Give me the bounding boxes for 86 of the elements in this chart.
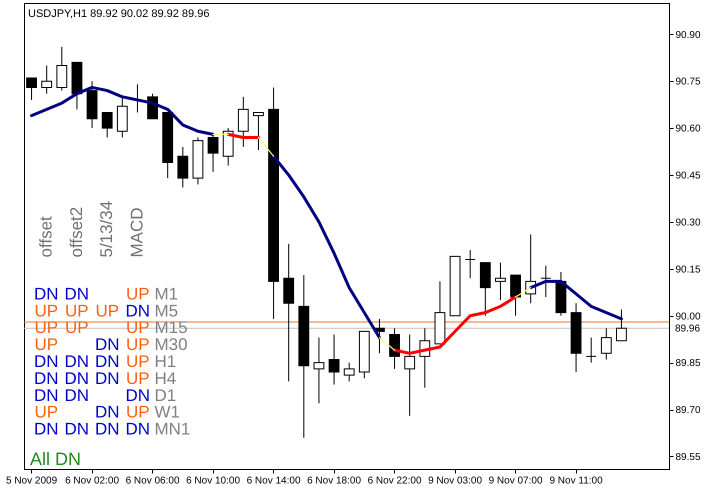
category-label: M1: [154, 284, 178, 304]
text: UP: [126, 318, 150, 338]
category-label: W1: [154, 402, 180, 422]
category-label: M15: [154, 318, 188, 338]
candlestick: [600, 328, 612, 360]
candlestick: [56, 46, 68, 92]
candlestick: [389, 328, 400, 370]
category-label: 5/13/34: [97, 200, 116, 258]
text: DN: [125, 420, 150, 439]
text: UP: [126, 352, 150, 372]
candlestick: [495, 262, 506, 301]
text: DN: [94, 368, 120, 388]
candlestick: [510, 274, 521, 316]
y-tick-label: 90.15: [676, 264, 701, 276]
text: UP: [64, 318, 89, 338]
y-tick-label: 89.85: [676, 358, 701, 370]
x-tick-label: 6 Nov 10:00: [186, 476, 240, 486]
candlestick: [253, 112, 264, 150]
text: UP: [126, 368, 150, 388]
text: DN: [64, 352, 90, 372]
candlestick: [404, 334, 416, 416]
candlestick: [328, 334, 340, 386]
text: DN: [34, 386, 59, 405]
annotation: All DN: [30, 449, 81, 470]
x-tick-label: 9 Nov 11:00: [549, 476, 604, 486]
x-tick-label: 6 Nov 18:00: [307, 476, 362, 486]
candlestick: [102, 112, 113, 138]
text: DN: [64, 368, 90, 388]
candlestick: [464, 250, 476, 279]
text: UP: [34, 402, 58, 422]
category-label: M30: [154, 335, 188, 354]
category-label: H1: [154, 352, 176, 372]
candlestick: [314, 337, 324, 404]
y-tick-label: 90.45: [676, 170, 701, 182]
ref-line-label: 89.96: [675, 323, 700, 334]
x-tick-label: 5 Nov 2009: [6, 476, 58, 486]
y-tick-label: 90.00: [676, 311, 701, 322]
text: DN: [34, 352, 59, 372]
x-tick-label: 6 Nov 14:00: [246, 476, 301, 486]
y-tick-label: 90.60: [676, 124, 701, 135]
y-tick-label: 90.30: [676, 217, 701, 228]
category-label: offset2: [66, 206, 86, 258]
y-tick-label: 90.75: [676, 76, 701, 88]
candlestick: [208, 134, 218, 172]
text: DN: [94, 352, 120, 372]
category-label: MN1: [154, 420, 190, 439]
text: UP: [126, 402, 150, 422]
candlestick: [586, 337, 597, 364]
text: DN: [125, 301, 150, 320]
candlestick: [177, 146, 188, 188]
text: UP: [34, 301, 58, 320]
text: UP: [64, 301, 89, 320]
candlestick: [238, 96, 249, 148]
x-tick-label: 6 Nov 06:00: [126, 476, 180, 486]
y-tick-label: 89.55: [676, 452, 701, 463]
text: DN: [94, 335, 120, 354]
text: UP: [126, 284, 150, 304]
category-label: MACD: [128, 207, 147, 258]
text: UP: [34, 318, 58, 338]
chart-title: USDJPY,H1 89.92 90.02 89.92 89.96: [28, 8, 210, 20]
text: DN: [64, 420, 90, 439]
y-tick-label: 89.70: [676, 405, 701, 416]
text: DN: [94, 420, 120, 439]
text: DN: [64, 386, 90, 405]
y-tick-label: 90.90: [676, 30, 701, 41]
category-label: D1: [154, 386, 176, 405]
candlestick: [41, 65, 52, 94]
text: DN: [94, 402, 120, 422]
candlestick: [344, 362, 355, 382]
x-tick-label: 9 Nov 03:00: [428, 476, 482, 486]
candlestick: [540, 265, 552, 298]
text: UP: [126, 335, 150, 354]
text: DN: [34, 420, 59, 439]
x-tick-label: 9 Nov 07:00: [488, 476, 543, 486]
text: DN: [64, 284, 90, 304]
category-label: H4: [154, 368, 176, 388]
x-tick-label: 6 Nov 22:00: [368, 476, 422, 486]
text: UP: [34, 335, 58, 354]
text: DN: [34, 284, 59, 304]
x-tick-label: 6 Nov 02:00: [65, 476, 120, 486]
candlestick: [616, 308, 627, 342]
text: UP: [95, 301, 120, 320]
category-label: offset: [36, 216, 56, 258]
text: DN: [34, 368, 59, 388]
category-label: M5: [154, 301, 178, 320]
text: DN: [125, 386, 150, 405]
